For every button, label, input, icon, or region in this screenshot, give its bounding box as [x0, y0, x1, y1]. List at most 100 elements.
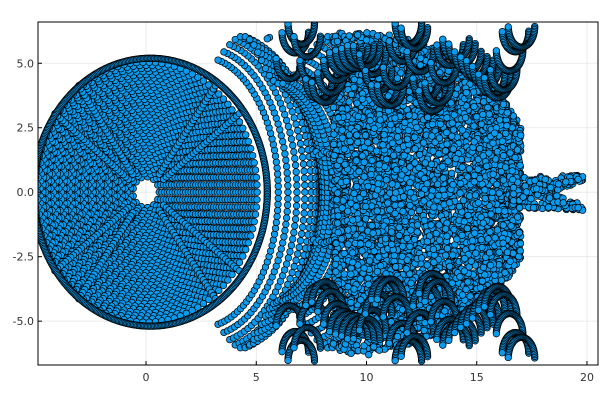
data-point [290, 228, 298, 237]
data-point [261, 64, 270, 73]
data-point [38, 176, 39, 178]
data-point [279, 239, 287, 247]
data-point [273, 164, 281, 172]
data-point [298, 146, 306, 155]
data-point [296, 140, 305, 148]
data-point [274, 200, 282, 209]
data-point [270, 230, 279, 238]
data-point [286, 248, 294, 256]
data-point [283, 207, 291, 216]
data-point [284, 188, 292, 196]
data-point [31, 200, 38, 207]
data-point [258, 56, 266, 64]
data-point [38, 168, 39, 173]
data-point [283, 201, 292, 209]
data-points [31, 22, 587, 365]
data-point [250, 217, 258, 226]
data-point [292, 174, 301, 183]
data-point [220, 48, 228, 56]
data-point [300, 174, 309, 182]
data-point [250, 41, 258, 49]
data-point [274, 188, 282, 196]
data-point [298, 230, 306, 238]
data-point [38, 208, 39, 212]
data-point [38, 207, 39, 210]
data-point [244, 239, 253, 247]
data-point [31, 177, 38, 184]
data-point [38, 172, 39, 176]
data-point [292, 208, 300, 217]
data-point [31, 203, 38, 210]
data-point [299, 160, 308, 168]
data-point [271, 224, 280, 232]
data-point [284, 182, 292, 190]
data-point [273, 206, 282, 215]
data-point [295, 243, 303, 252]
data-point [224, 276, 232, 284]
data-point [300, 167, 308, 175]
data-point [239, 124, 247, 132]
data-point [252, 173, 261, 182]
data-point [283, 175, 292, 183]
data-point [31, 175, 38, 182]
data-point [288, 108, 296, 116]
data-point [253, 181, 261, 189]
data-point [251, 166, 260, 174]
data-point [294, 126, 302, 135]
data-point [299, 153, 307, 161]
data-point [31, 202, 38, 209]
data-point [286, 129, 294, 137]
data-point [300, 209, 308, 217]
data-point [219, 281, 228, 290]
data-point [291, 161, 300, 169]
data-point [228, 106, 236, 114]
data-point [242, 245, 250, 254]
data-point [292, 120, 300, 128]
data-point [251, 210, 260, 219]
data-point [288, 269, 296, 277]
data-point [247, 232, 255, 240]
data-point [253, 188, 261, 196]
data-point [239, 252, 247, 260]
data-point [284, 254, 293, 262]
data-point [293, 181, 301, 190]
data-point [284, 122, 293, 131]
data-point [291, 215, 300, 223]
data-point [296, 237, 305, 245]
data-point [281, 226, 289, 235]
data-point [253, 195, 261, 204]
data-point [254, 48, 262, 56]
data-point [274, 176, 282, 184]
data-point [248, 225, 257, 233]
data-point [244, 137, 253, 146]
data-point [272, 158, 281, 166]
data-point [292, 256, 300, 264]
data-point [274, 194, 282, 202]
data-point [276, 251, 284, 259]
data-point [38, 174, 39, 177]
data-point [301, 181, 309, 189]
data-point [250, 159, 258, 167]
data-point [289, 141, 297, 150]
data-point [252, 203, 261, 211]
data-point [31, 199, 38, 206]
data-point [226, 41, 234, 49]
data-point [273, 212, 281, 221]
data-point [228, 270, 236, 279]
data-point [274, 182, 282, 190]
data-point [290, 148, 298, 156]
data-point [293, 188, 301, 196]
data-point [295, 133, 303, 141]
data-point [300, 202, 309, 210]
data-point [247, 144, 255, 153]
data-point [292, 202, 301, 210]
data-point [271, 152, 280, 160]
data-point [280, 144, 288, 152]
data-point [284, 195, 292, 203]
data-point [38, 170, 39, 174]
data-point [287, 241, 296, 250]
data-point [31, 178, 38, 185]
data-point [38, 210, 39, 216]
data-point [299, 216, 308, 224]
